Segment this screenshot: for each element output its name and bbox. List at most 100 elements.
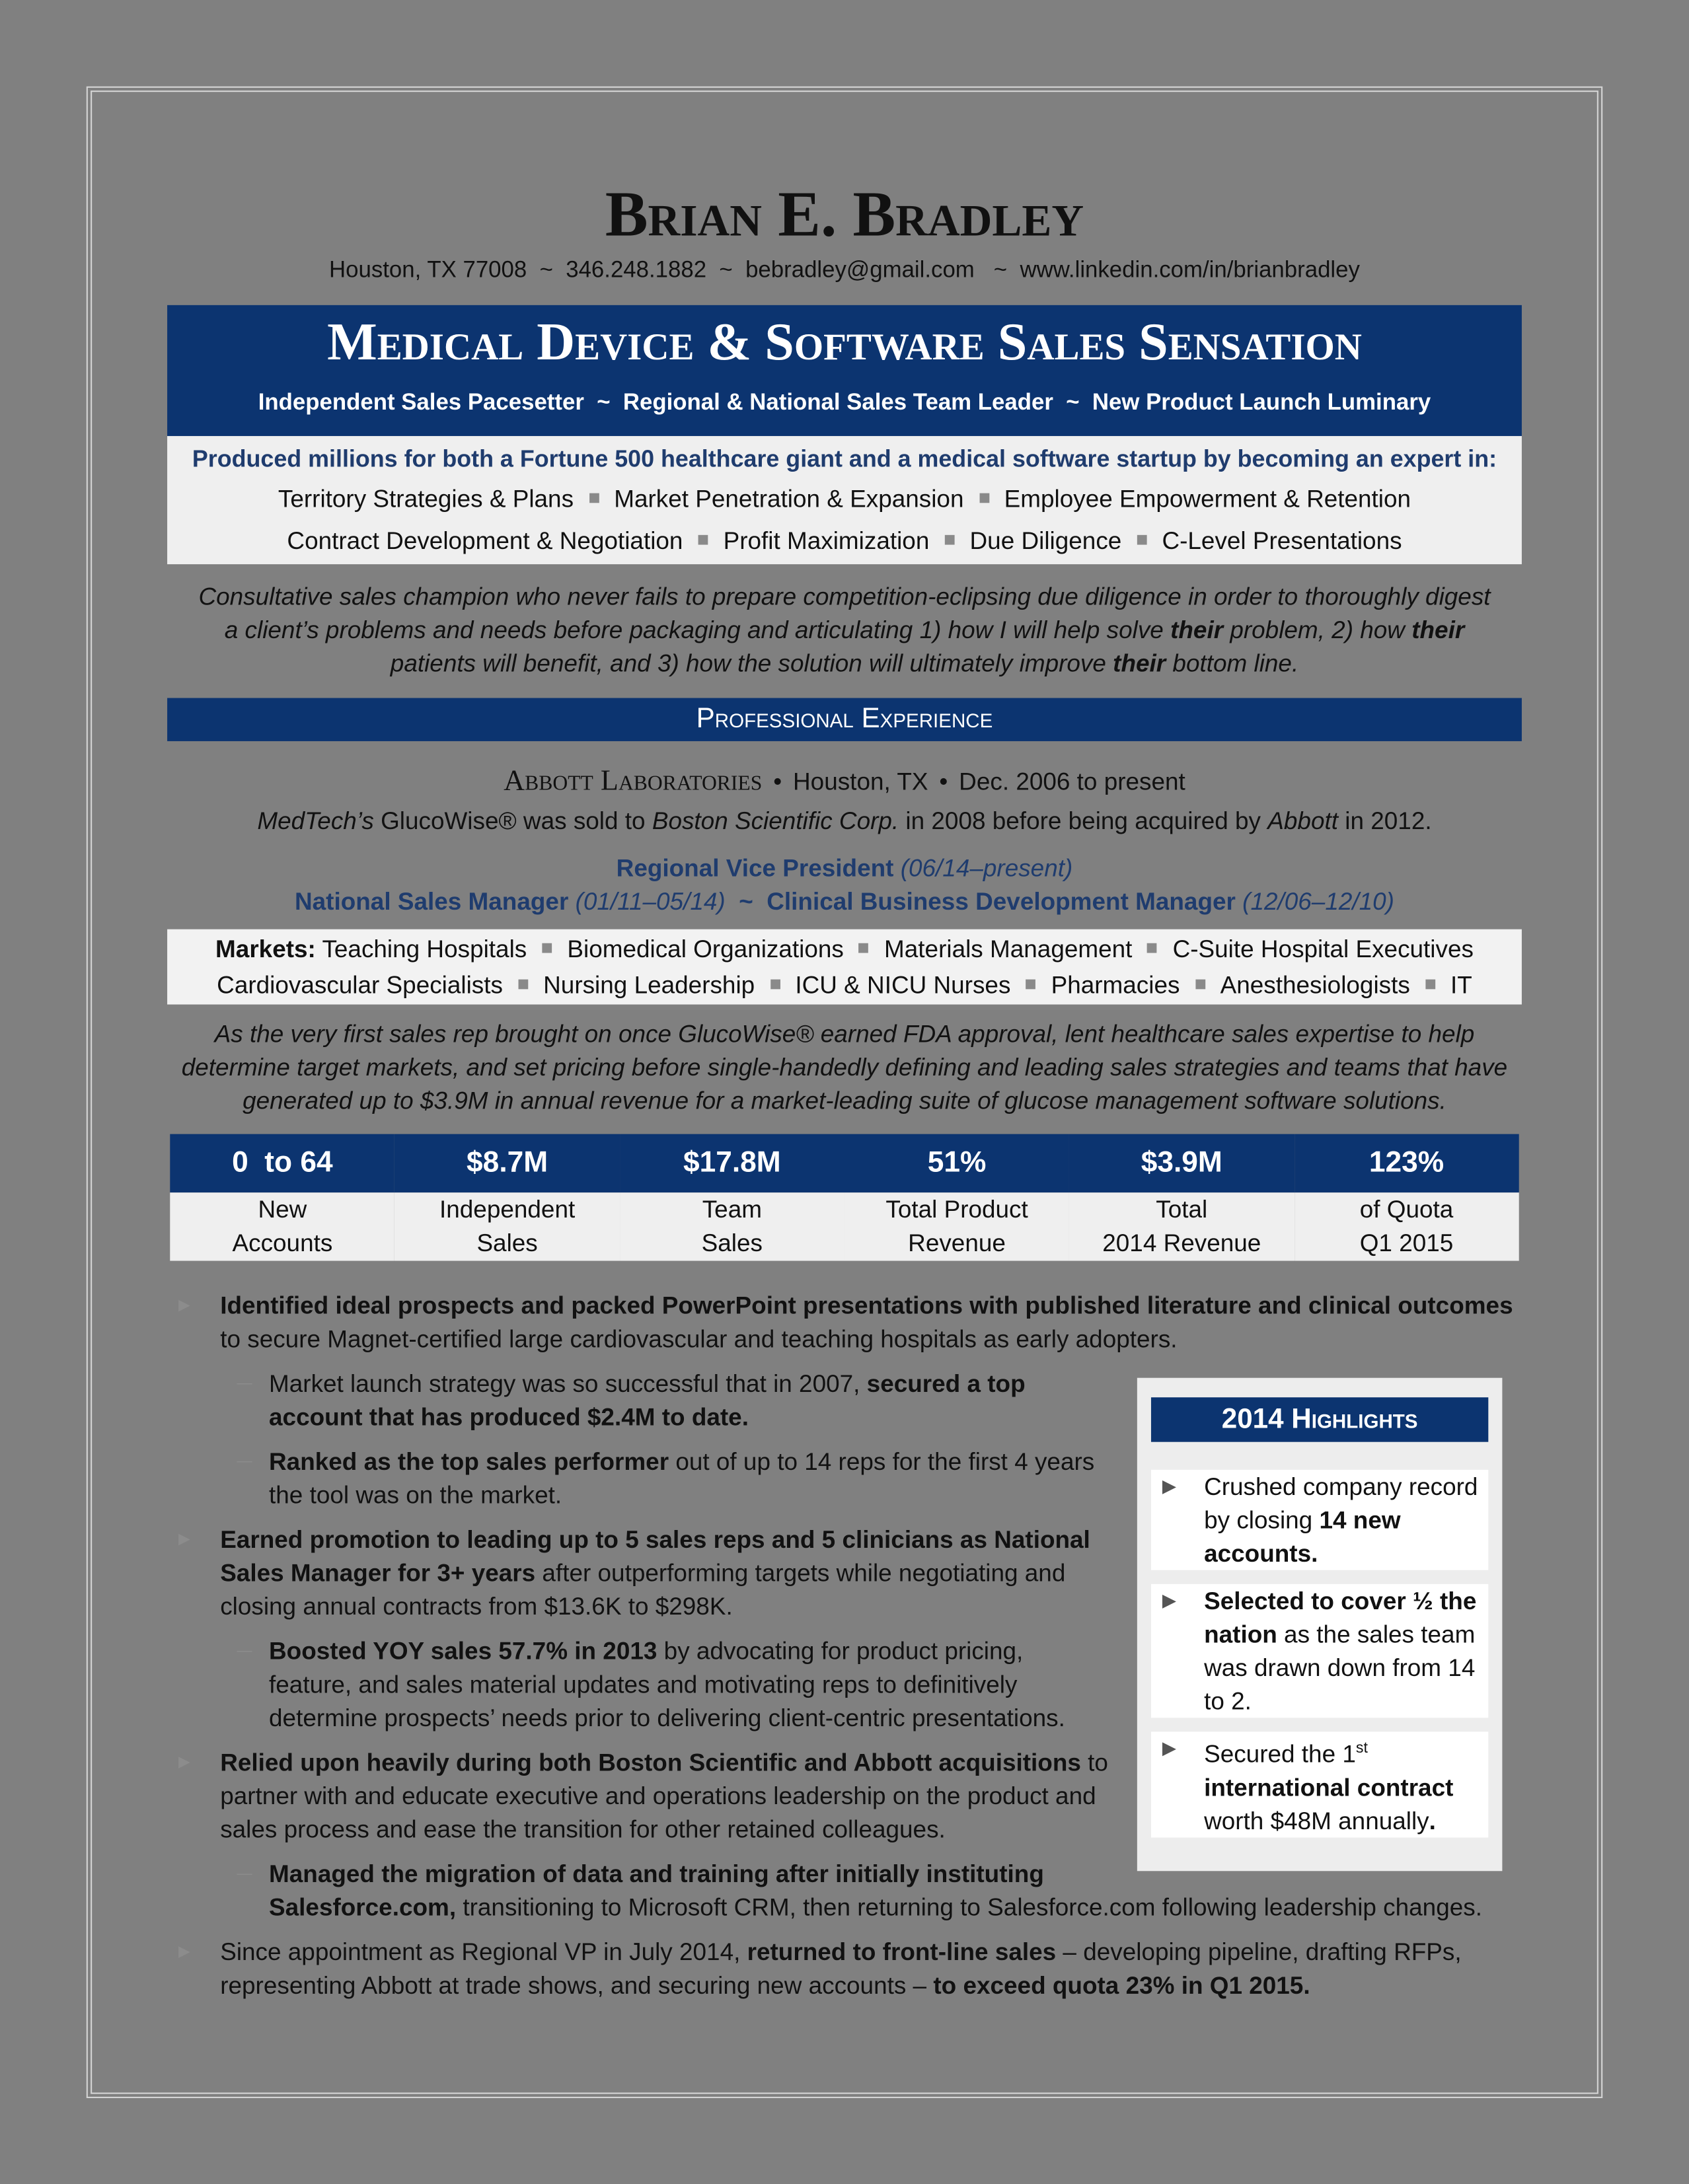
stat-label: Independent Sales [394, 1192, 620, 1261]
text-run: bottom line. [1166, 649, 1299, 677]
separator [542, 943, 552, 954]
market-item: Biomedical Organizations [567, 935, 844, 963]
stat: 0 to 64 New Accounts [170, 1134, 395, 1261]
stat: $17.8M Team Sales [619, 1134, 845, 1261]
role-description: As the very first sales rep brought on o… [181, 1019, 1508, 1115]
bullet: ▶ Relied upon heavily during both Boston … [167, 1745, 1522, 1846]
text-run: Selected to cover ½ the nation [1204, 1587, 1477, 1648]
text-run: (06/14–present) [893, 854, 1073, 882]
expertise-intro: Produced millions for both a Fortune 500… [192, 445, 1497, 472]
text-run: Relied upon heavily during both Boston S… [220, 1748, 1081, 1776]
text-run: (12/06–12/10) [1235, 887, 1394, 916]
summary: Consultative sales champion who never fa… [192, 579, 1497, 680]
text-run: (01/11–05/14) [568, 887, 726, 916]
market-item: ICU & NICU Nurses [795, 970, 1011, 1000]
name: Brian E. Bradley [605, 178, 1084, 250]
banner: Medical Device & Software Sales Sensatio… [167, 305, 1522, 437]
roles: Regional Vice President (06/14–present) N… [167, 852, 1522, 918]
stat: 123% of Quota Q1 2015 [1294, 1134, 1519, 1261]
text-run: Boosted YOY sales 57.7% in 2013 [269, 1636, 657, 1665]
expertise-item: C-Level Presentations [1162, 527, 1402, 555]
separator [770, 980, 780, 990]
bullet-marker: ▶ [178, 1531, 190, 1548]
market-item: IT [1450, 970, 1472, 1000]
bullet-marker: ▶ [178, 1943, 190, 1961]
text-run: after outperforming targets while negoti… [220, 1558, 1066, 1620]
company-dates: Dec. 2006 to present [959, 768, 1185, 796]
text-run: problem, 2) how [1223, 616, 1412, 644]
separator [589, 493, 599, 504]
bullet-marker: — [237, 1642, 252, 1659]
resume: Brian E. Bradley Houston, TX 77008 ~ 346… [167, 178, 1522, 2013]
bullet-marker: ▶ [1162, 1589, 1176, 1611]
separator [518, 980, 528, 990]
stat-value: $3.9M [1069, 1134, 1295, 1193]
expertise-item: Contract Development & Negotiation [287, 527, 683, 555]
expertise-item: Territory Strategies & Plans [278, 484, 574, 513]
stat-label: Total 2014 Revenue [1069, 1192, 1295, 1261]
separator [1137, 535, 1147, 546]
highlight-item: ▶ Secured the 1st international contract … [1150, 1731, 1489, 1838]
text-run: Consultative sales champion who never fa… [198, 582, 1491, 644]
separator [859, 943, 869, 954]
stat: $8.7M Independent Sales [394, 1134, 620, 1261]
text-run: GlucoWise® was sold to [373, 807, 652, 835]
company-name: Abbott Laboratories [504, 763, 763, 797]
market-item: Pharmacies [1051, 970, 1180, 1000]
stat-value: 123% [1294, 1134, 1519, 1193]
bullet: ▶ Identified ideal prospects and packed P… [167, 1289, 1522, 1356]
stat: $3.9M Total 2014 Revenue [1069, 1134, 1295, 1261]
text-run: to partner with and educate executive an… [220, 1748, 1108, 1844]
text-run: to secure Magnet-certified large cardiov… [220, 1325, 1178, 1353]
expertise-line: Contract Development & Negotiation Profit… [167, 520, 1522, 562]
text-run: their [1170, 616, 1224, 644]
bullet-marker: — [237, 1453, 252, 1470]
separator [1147, 943, 1158, 954]
text-run: international contract [1204, 1773, 1454, 1802]
market-item: Anesthesiologists [1220, 970, 1410, 1000]
stat-label: Total Product Revenue [844, 1192, 1070, 1261]
text-run: Earned promotion to leading up to 5 sale… [220, 1525, 1090, 1587]
separator [1026, 980, 1036, 990]
markets-line: Markets: Teaching Hospitals Biomedical Or… [167, 931, 1522, 967]
text-run: worth $48M annually [1204, 1806, 1429, 1835]
expertise: Produced millions for both a Fortune 500… [167, 436, 1522, 565]
text-run: National Sales Manager [294, 887, 569, 916]
text-run: returned to front-line sales [747, 1938, 1057, 1966]
text-run: Ranked as the top sales performer [269, 1447, 669, 1476]
text-run: ~ Clinical Business Development Manager [725, 887, 1236, 916]
stat-value: 51% [844, 1134, 1070, 1193]
company-location: Houston, TX [793, 768, 928, 796]
banner-title: Medical Device & Software Sales Sensatio… [327, 313, 1362, 373]
separator [1195, 980, 1205, 990]
bullet-marker: ▶ [178, 1297, 190, 1314]
separator: • [939, 768, 948, 796]
bullet-marker: ▶ [1162, 1475, 1176, 1496]
highlights-title: 2014 Highlights [1150, 1397, 1489, 1442]
expertise-line: Territory Strategies & Plans Market Penet… [167, 478, 1522, 519]
text-run: 14 new accounts. [1204, 1506, 1401, 1568]
role-line: Regional Vice President (06/14–present) [167, 852, 1522, 885]
page-frame [86, 86, 1603, 2099]
stat-label: of Quota Q1 2015 [1294, 1192, 1519, 1261]
text-run: their [1113, 649, 1166, 677]
market-item: Nursing Leadership [543, 970, 755, 1000]
text-run: by advocating for product pricing, featu… [269, 1636, 1065, 1732]
stat-label: New Accounts [170, 1192, 395, 1261]
highlights: 2014 Highlights ▶ Crushed company record b… [1137, 1377, 1503, 1871]
text-run: . [1429, 1806, 1436, 1835]
company-note: MedTech’s GlucoWise® was sold to Boston … [167, 801, 1522, 840]
expertise-item: Employee Empowerment & Retention [1004, 484, 1411, 513]
text-run: Secured the 1 [1204, 1739, 1356, 1768]
expertise-item: Profit Maximization [723, 527, 930, 555]
market-item: Teaching Hospitals [322, 935, 527, 963]
section-heading: Professional Experience [167, 698, 1522, 741]
markets: Markets: Teaching Hospitals Biomedical Or… [167, 929, 1522, 1005]
text-run: Abbott [1267, 807, 1339, 835]
text-run: Managed the migration of data and traini… [269, 1860, 1044, 1922]
text-run: to exceed quota 23% in Q1 2015. [933, 1971, 1310, 2000]
bullet-marker: ▶ [1162, 1737, 1176, 1759]
company-line: Abbott Laboratories • Houston, TX • Dec. 200… [167, 760, 1522, 801]
